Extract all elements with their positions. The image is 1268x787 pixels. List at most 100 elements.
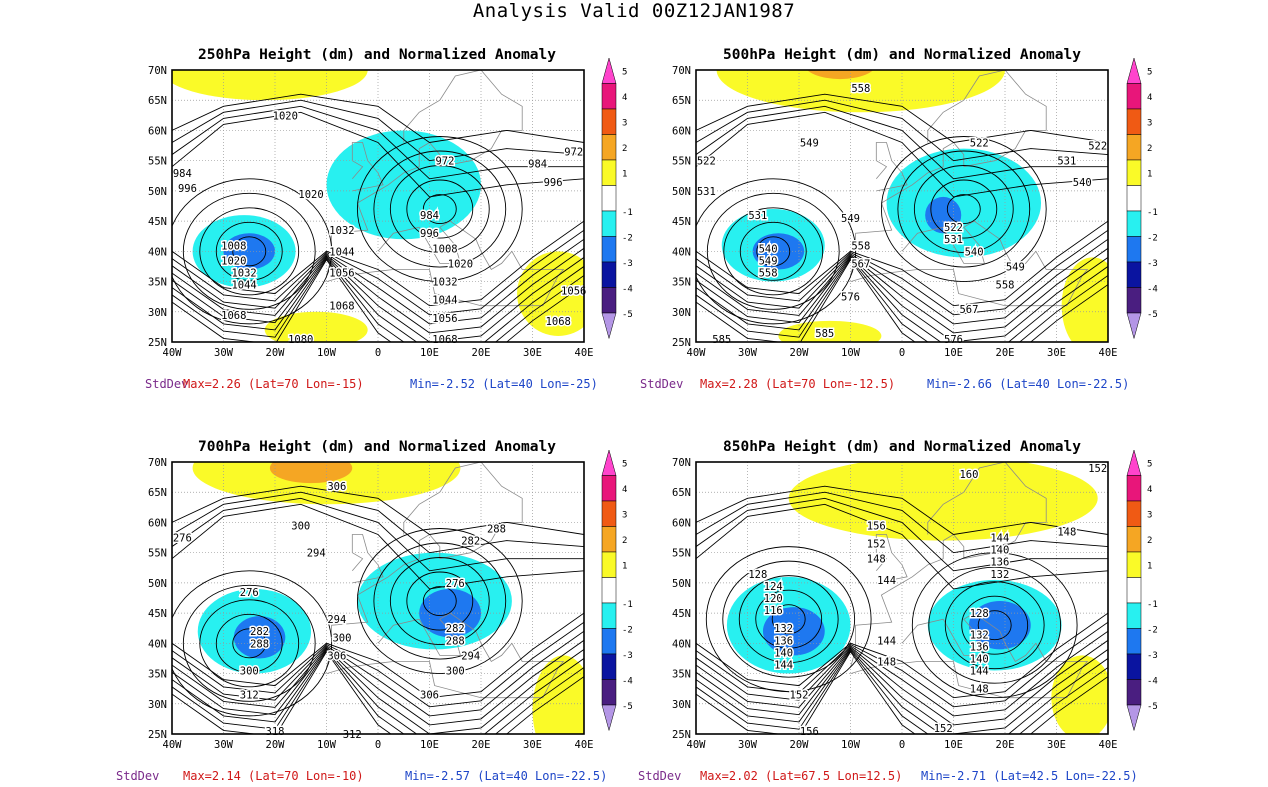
- colorbar-label: -1: [622, 208, 633, 218]
- height-contour: [696, 247, 1108, 334]
- height-contour: [356, 528, 523, 675]
- lon-tick-label: 0: [899, 347, 905, 359]
- contour-label: 984: [173, 168, 192, 180]
- lon-tick-label: 20E: [472, 739, 491, 751]
- lon-tick-label: 30W: [738, 347, 758, 359]
- colorbar-label: -3: [622, 651, 633, 661]
- height-contour: [696, 621, 1108, 708]
- height-contour: [696, 612, 1108, 699]
- panel-title-250: 250hPa Height (dm) and Normalized Anomal…: [198, 47, 556, 63]
- contour-label: 531: [748, 210, 767, 222]
- contour-label: 312: [343, 729, 362, 741]
- height-contour: [172, 178, 333, 325]
- contour-label: 1020: [448, 258, 473, 270]
- height-contour: [696, 647, 1108, 734]
- lat-tick-label: 55N: [672, 548, 691, 560]
- colorbar-segment: [1126, 704, 1142, 732]
- stddev-label-700: StdDev: [116, 769, 160, 783]
- lon-tick-label: 40E: [1099, 347, 1118, 359]
- positive-anomaly-shading: [172, 70, 368, 101]
- contour-label: 531: [944, 234, 963, 246]
- strong-negative-anomaly-shading: [925, 196, 962, 234]
- colorbar-label: 3: [1147, 119, 1152, 129]
- contour-label: 1068: [432, 334, 457, 346]
- height-contour: [771, 604, 806, 635]
- lon-tick-label: 0: [375, 739, 381, 751]
- contour-label: 1044: [231, 280, 256, 292]
- lon-tick-label: 20E: [996, 347, 1015, 359]
- colorbar-label: -2: [622, 234, 633, 244]
- lat-tick-label: 70N: [672, 457, 691, 469]
- colorbar-segment: [601, 57, 617, 84]
- contour-label: 148: [1057, 527, 1076, 539]
- colorbar-label: 1: [622, 562, 627, 572]
- colorbar-label: -5: [1147, 702, 1158, 712]
- lat-tick-label: 25N: [148, 729, 167, 741]
- height-contour: [911, 552, 1078, 699]
- lon-tick-label: 40W: [687, 739, 707, 751]
- height-contour: [422, 586, 457, 616]
- colorbar-250: 5 4 3 2 1 -1 -2 -3 -4 -5: [601, 57, 633, 340]
- height-contour: [946, 194, 981, 224]
- map-frame: [171, 69, 585, 343]
- colorbar-segment: [1126, 679, 1142, 706]
- lat-tick-label: 60N: [148, 125, 167, 137]
- lon-tick-label: 10W: [317, 739, 337, 751]
- height-contour: [172, 247, 584, 334]
- colorbar-label: 2: [622, 144, 627, 154]
- contour-label: 531: [1057, 156, 1076, 168]
- colorbar-label: 4: [622, 93, 627, 103]
- contour-label: 306: [327, 481, 346, 493]
- contour-label: 116: [764, 605, 783, 617]
- colorbar-segment: [601, 602, 617, 629]
- colorbar-segment: [1126, 83, 1142, 110]
- colorbar-segment: [1126, 628, 1142, 655]
- max-text-700: Max=2.14 (Lat=70 Lon=-10): [183, 769, 364, 783]
- colorbar-label: -1: [622, 600, 633, 610]
- contour-label: 996: [544, 177, 563, 189]
- height-contour: [172, 648, 584, 734]
- contour-label: 972: [564, 147, 583, 159]
- colorbar-label: 4: [1147, 485, 1152, 495]
- min-text-700: Min=-2.57 (Lat=40 Lon=-22.5): [405, 769, 608, 783]
- contour-label: 531: [697, 186, 716, 198]
- contour-label: 282: [461, 536, 480, 548]
- min-text-250: Min=-2.52 (Lat=40 Lon=-25): [410, 377, 598, 391]
- height-contour: [389, 165, 490, 253]
- contour-label: 294: [307, 548, 326, 560]
- height-contour: [182, 584, 316, 702]
- height-contour: [172, 503, 584, 590]
- contour-label: 306: [327, 650, 346, 662]
- positive-anomaly-shading: [1051, 655, 1108, 734]
- height-contour: [172, 647, 584, 734]
- lon-tick-label: 30E: [523, 347, 542, 359]
- colorbar-label: 1: [1147, 170, 1152, 180]
- stddev-label-250: StdDev: [145, 377, 189, 391]
- height-contour: [897, 150, 1031, 268]
- height-contour: [696, 503, 1108, 590]
- strong-negative-anomaly-shading: [752, 233, 805, 270]
- map-frame: [695, 69, 1109, 343]
- strong-positive-anomaly-shading: [807, 70, 874, 80]
- lon-tick-label: 10E: [420, 739, 439, 751]
- negative-anomaly-shading: [886, 148, 1042, 258]
- height-contour: [696, 93, 1108, 143]
- contour-label: 148: [867, 554, 886, 566]
- lon-tick-label: 20E: [996, 739, 1015, 751]
- contour-label: 585: [712, 334, 731, 346]
- min-text-500: Min=-2.66 (Lat=40 Lon=-22.5): [927, 377, 1130, 391]
- lat-tick-label: 25N: [672, 337, 691, 349]
- positive-anomaly-shading: [1061, 257, 1108, 342]
- contour-label: 540: [759, 243, 778, 255]
- lat-tick-label: 50N: [672, 578, 691, 590]
- colorbar-label: 5: [1147, 68, 1152, 78]
- contour-label: 156: [800, 726, 819, 738]
- colorbar-label: -5: [1147, 310, 1158, 320]
- contour-label: 132: [970, 629, 989, 641]
- lat-tick-label: 65N: [148, 95, 167, 107]
- colorbar-label: -5: [622, 310, 633, 320]
- contour-label: 576: [944, 334, 963, 346]
- strong-negative-anomaly-shading: [762, 607, 825, 656]
